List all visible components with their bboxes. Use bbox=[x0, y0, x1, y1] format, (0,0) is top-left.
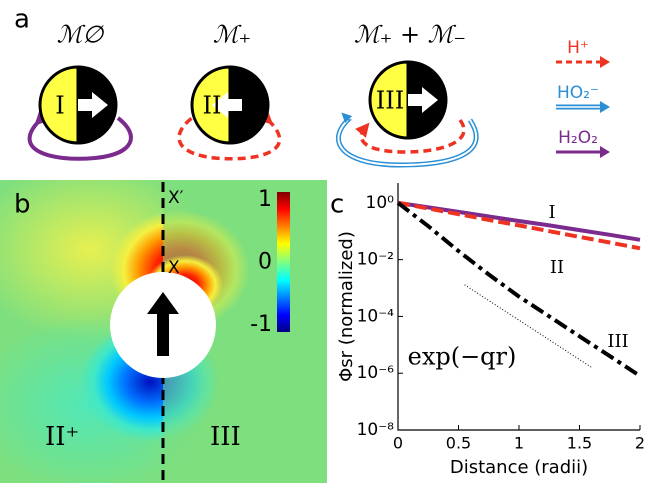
panel-c: c 10⁰ 10⁻² 10⁻⁴ 10⁻⁶ 10⁻⁸0 0.5 1 1.5 2 Distance (… bbox=[330, 183, 645, 478]
x-tick-label: 1.5 bbox=[567, 434, 592, 453]
legend-arrowhead bbox=[600, 101, 610, 113]
y-tick-label: 10⁻⁶ bbox=[357, 363, 395, 383]
figure: a IIIIII ℳ∅ ℳ₊ ℳ₊ + ℳ₋ H⁺HO₂⁻H₂O₂ b X′ X… bbox=[0, 0, 646, 483]
x-tick-label: 0 bbox=[393, 434, 403, 453]
y-tick-label: 10⁻² bbox=[357, 250, 394, 270]
series-line bbox=[398, 203, 640, 249]
y-axis-label: Φsr (normalized) bbox=[336, 231, 357, 382]
legend-arrowhead bbox=[600, 56, 610, 68]
series-label: I bbox=[548, 202, 555, 223]
panel-label: a bbox=[14, 5, 30, 35]
x-tick-label: 2 bbox=[635, 434, 645, 453]
x-tick-label: 0.5 bbox=[446, 434, 471, 453]
colorbar bbox=[277, 192, 290, 332]
y-tick-label: 10⁰ bbox=[366, 193, 395, 213]
y-tick-label: 10⁻⁸ bbox=[357, 420, 395, 440]
roman-numeral: II bbox=[203, 92, 222, 120]
point-label: X′ bbox=[168, 188, 184, 208]
colorbar-tick-label: 1 bbox=[258, 187, 272, 212]
y-tick-label: 10⁻⁴ bbox=[357, 306, 395, 326]
colorbar-tick-label: -1 bbox=[250, 312, 272, 337]
motor-title: ℳ₊ bbox=[213, 21, 251, 49]
x-tick-label: 1 bbox=[514, 434, 524, 453]
motor-title: ℳ∅ bbox=[57, 21, 105, 49]
motor-title: ℳ₊ + ℳ₋ bbox=[354, 21, 466, 49]
roman-numeral: III bbox=[376, 87, 404, 115]
panel-label: c bbox=[330, 190, 344, 220]
panel-label: b bbox=[14, 190, 31, 220]
series-label: III bbox=[607, 331, 628, 352]
x-axis-label: Distance (radii) bbox=[450, 457, 588, 478]
legend-label: HO₂⁻ bbox=[557, 83, 599, 103]
legend-label: H⁺ bbox=[567, 38, 589, 58]
series-label: II bbox=[550, 257, 564, 278]
legend-arrowhead bbox=[600, 146, 610, 158]
roman-numeral: I bbox=[55, 92, 64, 120]
colorbar-tick-label: 0 bbox=[258, 250, 272, 275]
legend-label: H₂O₂ bbox=[558, 128, 598, 148]
region-label: III bbox=[210, 422, 241, 452]
region-label: II⁺ bbox=[45, 422, 79, 452]
panel-b: b X′ X II⁺ III 1 0 -1 bbox=[0, 160, 327, 483]
series-label: exp(−qr) bbox=[408, 343, 517, 371]
point-label: X bbox=[168, 258, 180, 278]
